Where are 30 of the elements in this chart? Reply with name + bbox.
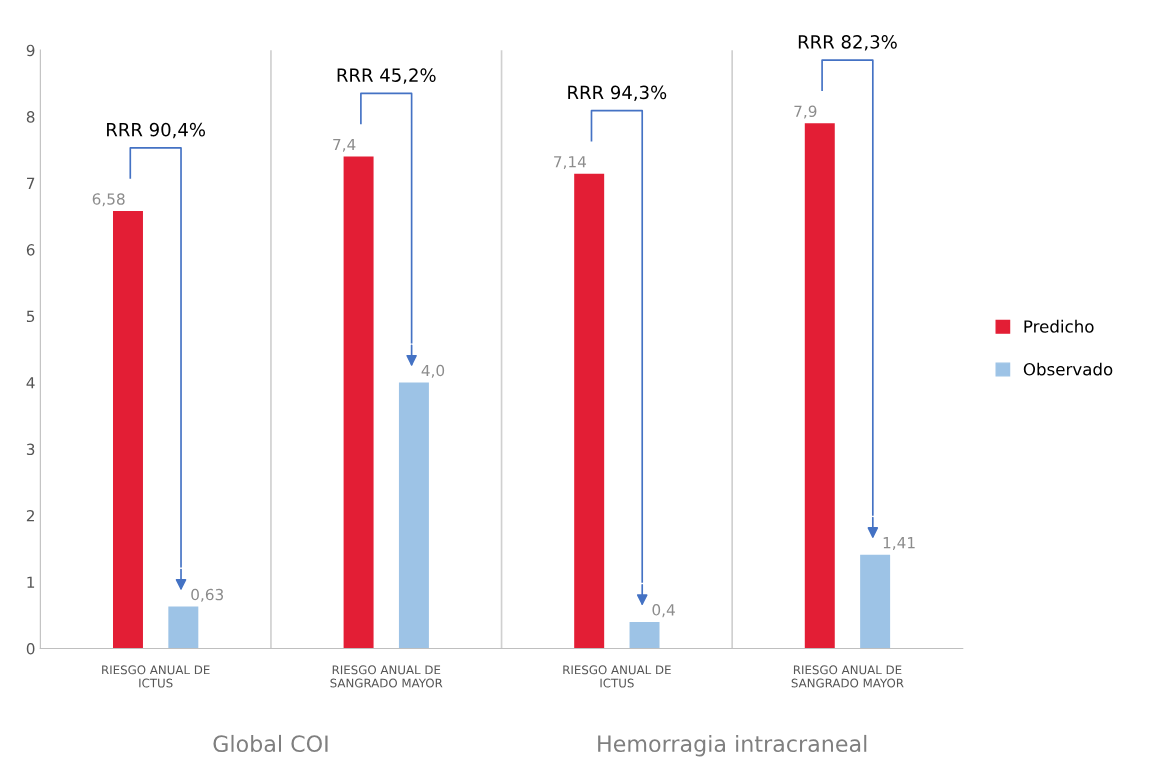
y-tick-label: 0 bbox=[26, 642, 35, 655]
data-label: 4,0 bbox=[421, 364, 445, 378]
x-tick-label: RIESGO ANUAL DE ICTUS bbox=[563, 665, 671, 688]
annotation: RRR 82,3% bbox=[798, 35, 897, 51]
y-tick-label: 2 bbox=[26, 509, 34, 522]
text: Global COI bbox=[213, 734, 328, 753]
y-tick-label: 7 bbox=[27, 177, 35, 189]
data-label: 0,4 bbox=[652, 604, 675, 618]
y-tick-label: 8 bbox=[26, 111, 35, 123]
legend-label: Observado bbox=[1023, 362, 1113, 376]
y-tick-label: 5 bbox=[26, 310, 35, 323]
y-tick-label: 1 bbox=[27, 576, 35, 588]
y-tick-label: 3 bbox=[26, 443, 35, 456]
data-label: 1,41 bbox=[883, 537, 915, 551]
y-tick-label: 9 bbox=[26, 44, 35, 57]
x-tick-label: RIESGO ANUAL DE SANGRADO MAYOR bbox=[791, 665, 904, 688]
data-label: 7,14 bbox=[554, 156, 587, 170]
annotation: RRR 94,3% bbox=[568, 85, 667, 102]
data-label: 7,9 bbox=[794, 105, 817, 119]
annotation: RRR 45,2% bbox=[337, 68, 436, 84]
data-label: 6,58 bbox=[92, 193, 125, 207]
data-label: 7,4 bbox=[333, 138, 356, 152]
y-tick-label: 6 bbox=[26, 244, 35, 256]
text: Hemorragia intracraneal bbox=[598, 734, 867, 757]
x-tick-label: RIESGO ANUAL DE SANGRADO MAYOR bbox=[330, 665, 443, 688]
y-tick-label: 4 bbox=[26, 377, 35, 389]
x-tick-label: RIESGO ANUAL DE ICTUS bbox=[102, 665, 210, 688]
legend-label: Predicho bbox=[1024, 319, 1094, 333]
annotation: RRR 90,4% bbox=[107, 122, 206, 139]
data-label: 0,63 bbox=[191, 588, 224, 602]
